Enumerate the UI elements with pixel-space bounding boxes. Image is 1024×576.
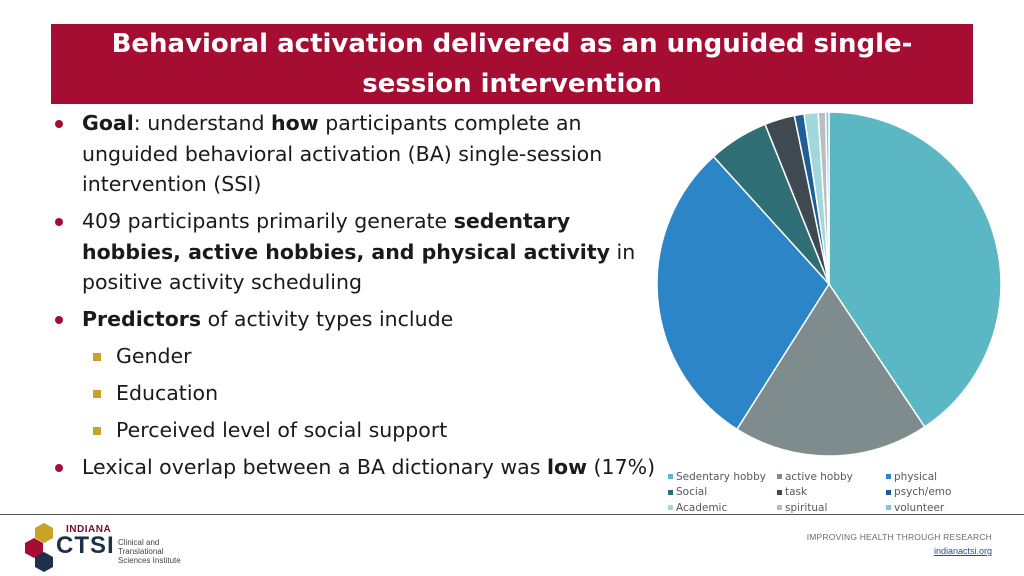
sub-bullet-square-icon bbox=[93, 390, 101, 398]
hexagon-logo-icon bbox=[25, 523, 53, 572]
legend-swatch bbox=[668, 489, 673, 495]
bullet-participants-text1: 409 participants primarily generate bbox=[82, 209, 454, 233]
logo-sub-text: Clinical and Translational Sciences Inst… bbox=[118, 538, 181, 565]
legend-label: Social bbox=[676, 486, 708, 499]
legend-label: Sedentary hobby bbox=[676, 470, 766, 483]
slide-title: Behavioral activation delivered as an un… bbox=[111, 29, 913, 99]
legend-label: physical bbox=[894, 470, 938, 483]
legend-item: physical bbox=[886, 471, 995, 483]
bullet-lexical-text2: (17%) bbox=[587, 455, 656, 479]
legend-item: psych/emo bbox=[886, 486, 995, 498]
legend-item: Social bbox=[668, 486, 777, 498]
bullet-lexical-text1: Lexical overlap between a BA dictionary … bbox=[82, 455, 547, 479]
bullet-goal-strong: Goal bbox=[82, 111, 134, 135]
legend-row: Academic spiritual volunteer bbox=[668, 500, 998, 516]
legend-item: task bbox=[777, 486, 886, 498]
bullet-lexical-strong: low bbox=[546, 455, 588, 479]
logo-main-text: CTSI bbox=[56, 532, 115, 559]
legend-swatch bbox=[777, 474, 782, 480]
legend-item: Academic bbox=[668, 502, 777, 514]
legend-row: Sedentary hobby active hobby physical bbox=[668, 469, 998, 485]
legend-label: psych/emo bbox=[894, 486, 952, 499]
bullet-predictors-text: of activity types include bbox=[201, 307, 454, 331]
pie-slice-active-hobby bbox=[735, 282, 926, 457]
legend-label: spiritual bbox=[785, 501, 828, 514]
bullet-dot-icon bbox=[55, 464, 63, 472]
bullet-list: Goal: understand how participants comple… bbox=[55, 108, 665, 489]
legend-swatch bbox=[886, 505, 891, 511]
legend-label: Academic bbox=[676, 501, 728, 514]
chart-legend: Sedentary hobby active hobby physical Socia… bbox=[668, 469, 998, 516]
bullet-participants-strong: sedentary hobbies, active hobbies, and p… bbox=[82, 209, 610, 264]
legend-item: spiritual bbox=[777, 502, 886, 514]
footer-url-link[interactable]: indianactsi.org bbox=[933, 546, 992, 556]
sub-bullet-text: Education bbox=[116, 381, 219, 405]
legend-row: Social task psych/emo bbox=[668, 485, 998, 501]
sub-bullet-education: Education bbox=[55, 378, 665, 409]
legend-label: active hobby bbox=[785, 470, 853, 483]
legend-label: task bbox=[785, 486, 808, 499]
bullet-goal: Goal: understand how participants comple… bbox=[55, 108, 665, 200]
legend-swatch bbox=[668, 474, 673, 480]
bullet-dot-icon bbox=[55, 218, 63, 226]
logo-top-text: INDIANA bbox=[66, 524, 112, 535]
sub-bullet-text: Gender bbox=[116, 344, 192, 368]
sub-bullet-text: Perceived level of social support bbox=[116, 418, 448, 442]
legend-item: Sedentary hobby bbox=[668, 471, 777, 483]
sub-bullet-square-icon bbox=[93, 353, 101, 361]
pie-slice-physical bbox=[656, 155, 830, 431]
sub-bullet-square-icon bbox=[93, 427, 101, 435]
ctsi-logo[interactable]: INDIANA CTSI Clinical and Translational … bbox=[24, 522, 194, 572]
bullet-goal-text2: participants complete an unguided behavi… bbox=[82, 111, 603, 196]
legend-swatch bbox=[777, 505, 782, 511]
bullet-participants: 409 participants primarily generate sede… bbox=[55, 206, 665, 298]
legend-label: volunteer bbox=[894, 501, 945, 514]
legend-swatch bbox=[886, 474, 891, 480]
legend-swatch bbox=[886, 489, 891, 495]
bullet-dot-icon bbox=[55, 316, 63, 324]
footer-tagline: IMPROVING HEALTH THROUGH RESEARCH bbox=[806, 532, 992, 542]
legend-item: active hobby bbox=[777, 471, 886, 483]
legend-swatch bbox=[668, 505, 673, 511]
bullet-dot-icon bbox=[55, 120, 63, 128]
footer-divider bbox=[0, 514, 1024, 515]
bullet-goal-text1: : understand bbox=[133, 111, 272, 135]
legend-swatch bbox=[777, 489, 782, 495]
bullet-predictors-strong: Predictors bbox=[82, 307, 202, 331]
bullet-participants-text2: in positive activity scheduling bbox=[82, 239, 636, 295]
bullet-predictors: Predictors of activity types include bbox=[55, 304, 665, 335]
sub-bullet-social-support: Perceived level of social support bbox=[55, 415, 665, 446]
bullet-goal-strong2: how bbox=[271, 111, 319, 135]
legend-item: volunteer bbox=[886, 502, 995, 514]
slide-title-bar: Behavioral activation delivered as an un… bbox=[51, 24, 973, 104]
pie-slice-volunteer bbox=[824, 111, 830, 285]
pie-chart bbox=[656, 111, 1002, 457]
sub-bullet-gender: Gender bbox=[55, 341, 665, 372]
bullet-lexical: Lexical overlap between a BA dictionary … bbox=[55, 452, 665, 483]
